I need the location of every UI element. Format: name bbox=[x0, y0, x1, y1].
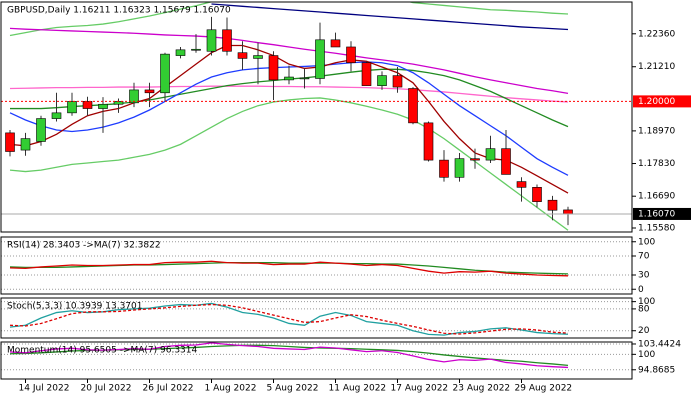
candle-body bbox=[532, 187, 542, 202]
plot bbox=[9, 342, 569, 369]
candle-body bbox=[501, 148, 511, 175]
y-tick-label: 1.22360 bbox=[638, 29, 675, 39]
y-tick-label: 103.4424 bbox=[638, 339, 681, 349]
indicator-line bbox=[211, 3, 569, 31]
candle-body bbox=[361, 62, 372, 86]
y-tick-label: 1.17830 bbox=[638, 159, 675, 169]
panel-title: Momentum(14) 95.6505 ->MA(7) 96.3314 bbox=[7, 346, 198, 356]
x-tick-label: 17 Aug 2022 bbox=[391, 384, 449, 394]
indicator-line bbox=[9, 342, 569, 369]
candle-body bbox=[20, 138, 31, 151]
panel-frame bbox=[0, 1, 633, 233]
y-tick-label: 100 bbox=[638, 297, 655, 307]
candle-body bbox=[454, 158, 465, 178]
candle-body bbox=[5, 132, 15, 152]
x-tick-label: 14 Jul 2022 bbox=[19, 384, 70, 394]
x-tick-label: 1 Aug 2022 bbox=[205, 384, 257, 394]
panel-title: RSI(14) 28.3403 ->MA(7) 32.3822 bbox=[7, 241, 161, 251]
candle-body bbox=[346, 46, 356, 64]
candle-body bbox=[160, 53, 170, 94]
plot bbox=[9, 302, 569, 336]
y-tick-label: 70 bbox=[638, 252, 650, 262]
x-tick-label: 11 Aug 2022 bbox=[329, 384, 387, 394]
candle-body bbox=[377, 75, 387, 86]
candle-body bbox=[206, 29, 217, 52]
candle-body bbox=[516, 181, 527, 188]
candle-body bbox=[67, 101, 77, 114]
plot bbox=[5, 2, 573, 231]
candle-body bbox=[299, 77, 310, 80]
candle-body bbox=[129, 89, 139, 104]
y-tick-label: 20 bbox=[638, 326, 650, 336]
indicator-line bbox=[9, 2, 569, 37]
price-label: 1.16070 bbox=[638, 209, 675, 219]
candle-body bbox=[98, 103, 108, 109]
candle-body bbox=[175, 49, 186, 56]
panel-frame bbox=[0, 341, 633, 380]
candle-body bbox=[439, 159, 449, 178]
panel-frame bbox=[0, 297, 633, 339]
price-box bbox=[633, 207, 691, 220]
x-tick-label: 26 Jul 2022 bbox=[143, 384, 194, 394]
candle-body bbox=[253, 55, 263, 59]
y-tick-label: 30 bbox=[638, 271, 650, 281]
candle-body bbox=[392, 75, 403, 88]
level-label: 1.20000 bbox=[638, 97, 675, 107]
y-tick-label: 1.16690 bbox=[638, 192, 675, 202]
indicator-line bbox=[9, 85, 569, 103]
y-tick-label: 1.21210 bbox=[638, 62, 675, 72]
candle-body bbox=[268, 55, 279, 81]
indicator-line bbox=[9, 302, 569, 336]
candle-body bbox=[144, 89, 155, 94]
y-tick-label: 100 bbox=[638, 350, 655, 360]
indicator-line bbox=[9, 303, 569, 335]
candle-body bbox=[423, 122, 434, 161]
candle-body bbox=[284, 76, 294, 81]
x-tick-label: 23 Aug 2022 bbox=[453, 384, 511, 394]
candle-body bbox=[485, 148, 496, 161]
candle-body bbox=[470, 158, 480, 161]
panel-title: Stoch(5,3,3) 10.3939 13.3701 bbox=[7, 302, 142, 312]
candle-body bbox=[36, 118, 46, 142]
x-tick-label: 29 Aug 2022 bbox=[515, 384, 573, 394]
candle-body bbox=[82, 101, 93, 109]
candle-body bbox=[315, 39, 325, 79]
candle-body bbox=[51, 112, 62, 119]
candle-body bbox=[563, 209, 573, 215]
candle-body bbox=[222, 29, 232, 52]
y-tick-label: 0 bbox=[638, 285, 644, 295]
y-tick-label: 80 bbox=[638, 304, 650, 314]
y-tick-label: 1.15580 bbox=[638, 223, 675, 233]
indicator-line bbox=[9, 27, 569, 95]
level-box bbox=[633, 95, 691, 108]
candle-body bbox=[408, 88, 418, 124]
candle-body bbox=[237, 52, 248, 59]
panel-frame bbox=[0, 236, 633, 295]
plot bbox=[9, 260, 569, 277]
y-tick-label: 1.18970 bbox=[638, 126, 675, 136]
x-tick-label: 5 Aug 2022 bbox=[267, 384, 319, 394]
y-tick-label: 94.8685 bbox=[638, 365, 675, 375]
indicator-line bbox=[9, 260, 569, 277]
candle-body bbox=[191, 48, 201, 51]
candle-body bbox=[547, 199, 558, 211]
y-tick-label: 100 bbox=[638, 237, 655, 247]
x-tick-label: 20 Jul 2022 bbox=[81, 384, 132, 394]
panel-title: GBPUSD,Daily 1.16211 1.16323 1.15679 1.1… bbox=[7, 6, 231, 16]
candle-body bbox=[330, 39, 341, 48]
